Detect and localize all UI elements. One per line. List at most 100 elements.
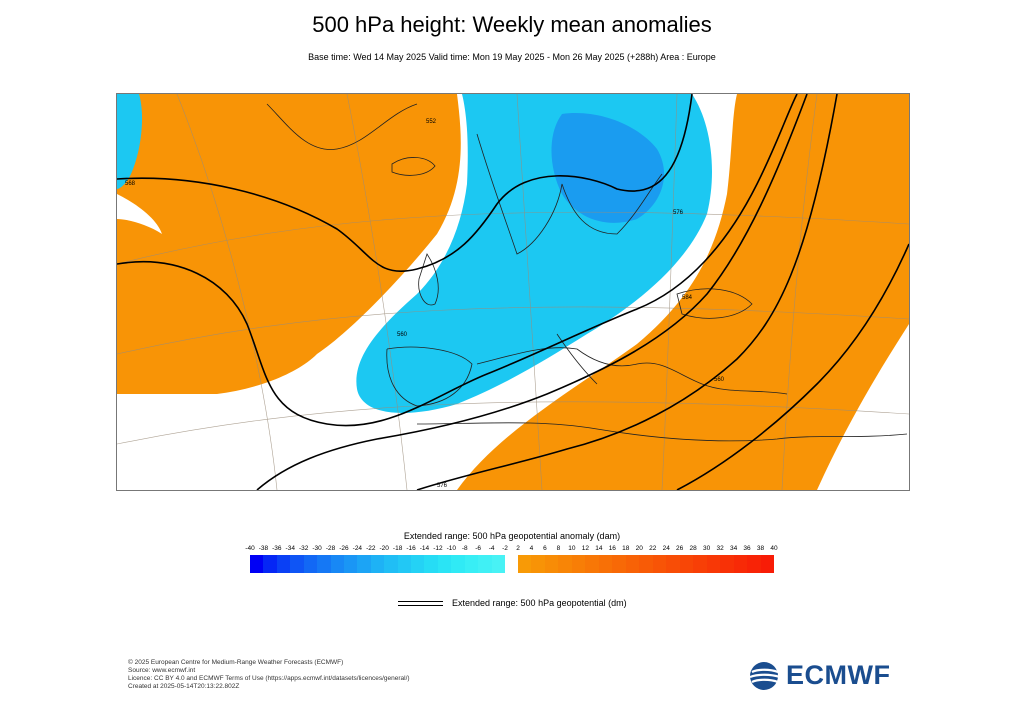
- scandinavia-coast: [476, 133, 663, 255]
- colorbar-tick-label: 16: [608, 545, 616, 552]
- ecmwf-logo: ECMWF: [748, 660, 908, 692]
- colorbar-tick-label: 8: [556, 545, 561, 552]
- colorbar-tick-label: -26: [339, 545, 349, 552]
- footer-copyright: © 2025 European Centre for Medium-Range …: [128, 659, 344, 666]
- colorbar-tick-label: -22: [366, 545, 376, 552]
- colorbar-tick-label: 24: [662, 545, 670, 552]
- colorbar-swatch: [558, 555, 573, 573]
- contour-label-5: 584: [682, 295, 693, 301]
- colorbar-swatch: [357, 555, 372, 573]
- colorbar-swatch: [747, 555, 762, 573]
- colorbar-tick-label: -40: [245, 545, 255, 552]
- colorbar-swatch: [424, 555, 439, 573]
- iberia-coast: [386, 346, 473, 407]
- colorbar-swatch: [625, 555, 640, 573]
- colorbar-swatch: [544, 555, 559, 573]
- black-sea-coast: [676, 288, 753, 319]
- colorbar-tick-label: 38: [756, 545, 765, 552]
- colorbar-tick-label: 40: [770, 545, 778, 552]
- colorbar-negative: [250, 555, 506, 573]
- footer-source: Source: www.ecmwf.int: [128, 667, 196, 674]
- colorbar-swatch: [518, 555, 532, 573]
- ecmwf-logo-icon: [749, 662, 781, 690]
- colorbar-tick-label: 30: [703, 545, 711, 552]
- colorbar-swatch: [666, 555, 681, 573]
- colorbar-tick-label: -2: [502, 545, 508, 552]
- contour-label-7: 576: [437, 483, 448, 489]
- colorbar-tick-label: -12: [433, 545, 443, 552]
- colorbar-swatch: [571, 555, 586, 573]
- colorbar-title: Extended range: 500 hPa geopotential ano…: [403, 531, 621, 541]
- colorbar-swatch: [330, 555, 345, 573]
- colorbar-swatch: [303, 555, 318, 573]
- colorbar-swatch: [585, 555, 600, 573]
- colorbar-swatch: [679, 555, 694, 573]
- colorbar-tick-label: -16: [406, 545, 416, 552]
- contour-label-6: 560: [714, 377, 725, 383]
- north-africa-coast: [416, 422, 908, 442]
- colorbar-tick-label: -34: [285, 545, 295, 552]
- contour-legend-line: [398, 601, 443, 606]
- colorbar-tick-label: 32: [716, 545, 724, 552]
- footer: © 2025 European Centre for Medium-Range …: [128, 659, 410, 691]
- colorbar-tick-label: -8: [461, 545, 468, 552]
- colorbar-tick-label: -32: [298, 545, 309, 552]
- colorbar-swatch: [317, 555, 331, 573]
- colorbar-tick-label: -30: [312, 545, 322, 552]
- contour-label-2: 552: [426, 119, 437, 125]
- colorbar-tick-label: -4: [488, 545, 495, 552]
- contour-label-3: 560: [397, 332, 408, 338]
- colorbar-swatch: [598, 555, 613, 573]
- colorbar-swatch: [343, 555, 358, 573]
- greenland-coast: [266, 103, 418, 150]
- colorbar-tick-label: 2: [516, 545, 520, 552]
- iceland-coast: [391, 157, 436, 176]
- footer-licence: Licence: CC BY 4.0 and ECMWF Terms of Us…: [128, 675, 410, 682]
- colorbar-swatch: [250, 555, 264, 573]
- colorbar-tick-label: -18: [392, 545, 403, 552]
- colorbar-swatch: [411, 555, 425, 573]
- contour-label-1: 568: [125, 181, 136, 187]
- colorbar-swatch: [263, 555, 278, 573]
- colorbar-swatch: [639, 555, 654, 573]
- colorbar-tick-label: -10: [446, 545, 457, 552]
- colorbar-swatch: [276, 555, 291, 573]
- footer-created: Created at 2025-05-14T20:13:22.802Z: [128, 683, 240, 690]
- contour-568: [256, 94, 808, 490]
- colorbar-tick-label: 14: [595, 545, 603, 552]
- colorbar-tick-label: 10: [568, 545, 576, 552]
- colorbar-swatch: [531, 555, 546, 573]
- negative-anomaly-core: [551, 113, 665, 223]
- chart-subtitle: Base time: Wed 14 May 2025 Valid time: M…: [308, 52, 716, 62]
- colorbar-swatch: [290, 555, 305, 573]
- colorbar-swatch: [370, 555, 385, 573]
- colorbar-tick-label: 22: [649, 545, 657, 552]
- colorbar-tick-label: 12: [581, 545, 589, 552]
- contour-legend-label: Extended range: 500 hPa geopotential (dm…: [452, 598, 627, 608]
- colorbar-swatch: [384, 555, 399, 573]
- positive-anomaly-east: [457, 94, 909, 490]
- colorbar-positive: [518, 555, 775, 573]
- contour-584: [676, 243, 909, 490]
- colorbar-tick-label: -24: [352, 545, 363, 552]
- colorbar-swatch: [693, 555, 708, 573]
- colorbar-swatch: [706, 555, 721, 573]
- colorbar-ticks: -40 -38 -36 -34 -32 -30 -28 -26 -24 -22 -20 -18 -16-…: [240, 545, 785, 555]
- chart-title: 500 hPa height: Weekly mean anomalies: [312, 12, 712, 37]
- colorbar-swatch: [720, 555, 735, 573]
- colorbar-tick-label: -14: [419, 545, 430, 552]
- colorbar-tick-label: -28: [325, 545, 336, 552]
- colorbar-tick-label: -20: [379, 545, 389, 552]
- colorbar-tick-label: -38: [258, 545, 269, 552]
- british-isles-coast: [418, 253, 439, 306]
- colorbar-swatch: [478, 555, 493, 573]
- italy-coast: [556, 333, 598, 385]
- contour-label-4: 576: [673, 210, 684, 216]
- mediterranean-coast: [476, 347, 788, 395]
- colorbar-swatch: [612, 555, 627, 573]
- colorbar-tick-label: 6: [543, 545, 547, 552]
- colorbar-tick-label: 28: [689, 545, 697, 552]
- colorbar-tick-label: 20: [635, 545, 643, 552]
- anomaly-map: 568 552 560 576 584 560 576: [116, 93, 910, 491]
- ecmwf-logo-text: ECMWF: [786, 660, 891, 690]
